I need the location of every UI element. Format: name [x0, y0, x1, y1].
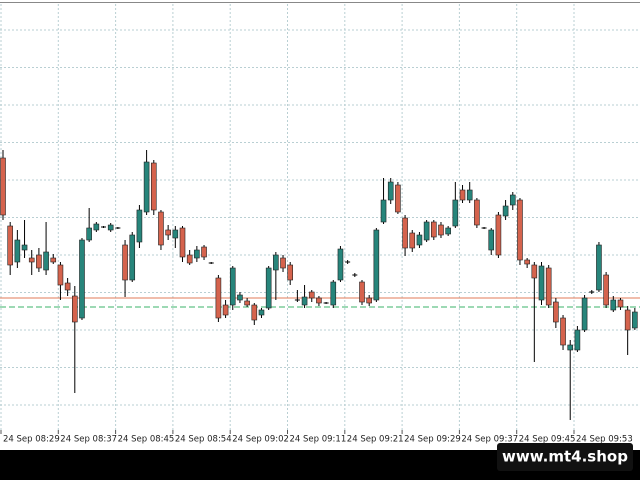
- candle-body: [466, 189, 473, 201]
- candle-body: [560, 317, 566, 346]
- candle-body: [215, 277, 222, 319]
- candle-body: [502, 205, 509, 217]
- candle-body: [251, 304, 258, 321]
- x-tick-label: 24 Sep 08:54: [175, 435, 232, 445]
- candle-body: [79, 239, 85, 319]
- candle-body: [237, 294, 243, 301]
- candle-body: [64, 282, 71, 291]
- x-tick-label: 24 Sep 08:37: [60, 435, 117, 445]
- candle-body: [21, 244, 28, 251]
- candle-body: [179, 227, 186, 258]
- candle-body: [395, 184, 401, 213]
- x-tick-label: 24 Sep 09:45: [519, 435, 576, 445]
- x-tick-label: 24 Sep 09:29: [404, 435, 461, 445]
- candle-body: [387, 181, 394, 201]
- candle-body: [495, 214, 502, 256]
- candle-body: [488, 229, 495, 251]
- candle-body: [150, 162, 157, 211]
- candle-body: [366, 297, 372, 304]
- candle-body: [222, 304, 229, 316]
- candle-body: [14, 239, 21, 263]
- candle-body: [423, 221, 430, 241]
- candle-body: [280, 257, 286, 269]
- candle-body: [107, 224, 114, 231]
- candle-body: [380, 199, 387, 223]
- candle-body: [229, 267, 236, 306]
- candle-body: [258, 309, 265, 316]
- candle-body: [409, 232, 416, 249]
- candle-body: [452, 199, 459, 227]
- candle-body: [567, 344, 574, 351]
- candle-body: [93, 223, 100, 231]
- candle-body: [330, 281, 337, 306]
- candle-body: [430, 221, 437, 238]
- candle-body: [459, 189, 466, 201]
- candle-body: [43, 251, 49, 271]
- candle-body: [438, 224, 444, 236]
- x-tick-label: 24 Sep 09:02: [232, 435, 289, 445]
- candle-body: [50, 257, 57, 263]
- candle-body: [632, 311, 638, 329]
- candle-body: [596, 244, 602, 291]
- candle-body: [194, 249, 200, 259]
- candle-body: [301, 296, 308, 306]
- candle-body: [7, 225, 13, 266]
- x-tick-label: 24 Sep 09:53: [576, 435, 633, 445]
- candle-body: [524, 259, 530, 265]
- candle-body: [143, 161, 150, 213]
- candle-body: [36, 254, 42, 269]
- candle-body: [72, 295, 78, 323]
- candle-body: [201, 246, 207, 258]
- candle-body: [273, 254, 279, 271]
- candle-body: [474, 199, 480, 226]
- x-tick-label: 24 Sep 09:37: [461, 435, 518, 445]
- grid: [0, 4, 640, 434]
- x-tick-label: 24 Sep 09:21: [347, 435, 404, 445]
- candle-body: [509, 194, 516, 206]
- candle-body: [129, 234, 136, 281]
- candle-body: [308, 291, 315, 299]
- candle-body: [359, 281, 365, 303]
- candle-body: [28, 257, 35, 263]
- candle-body: [445, 227, 451, 235]
- candle-body: [57, 264, 64, 286]
- candle-body: [186, 254, 193, 264]
- watermark: www.mt4.shop: [502, 448, 628, 466]
- candle-body: [517, 199, 523, 261]
- watermark-box: [497, 443, 633, 471]
- candle-body: [617, 299, 624, 308]
- candle-body: [0, 157, 6, 216]
- candle-body: [538, 265, 545, 301]
- candle-body: [624, 309, 631, 331]
- candle-body: [581, 297, 588, 331]
- candle-body: [158, 211, 164, 246]
- x-tick-label: 24 Sep 08:29: [3, 435, 60, 445]
- candle-body: [122, 244, 128, 281]
- candle-body: [86, 227, 92, 241]
- candle-body: [545, 267, 552, 306]
- candle-body: [165, 229, 171, 236]
- x-tick-label: 24 Sep 09:11: [290, 435, 347, 445]
- candle-body: [287, 264, 294, 281]
- candles: [0, 150, 640, 420]
- candle-body: [373, 229, 380, 301]
- candle-body: [610, 299, 617, 311]
- candle-body: [416, 234, 423, 246]
- candle-body: [553, 301, 559, 323]
- candle-body: [402, 217, 408, 249]
- candle-body: [136, 209, 143, 243]
- candle-body: [337, 248, 344, 281]
- candle-body: [603, 274, 609, 306]
- candle-body: [316, 297, 322, 304]
- candle-body: [172, 229, 179, 239]
- candle-body: [265, 267, 272, 309]
- plot-background: [0, 0, 640, 450]
- candle-body: [531, 264, 538, 279]
- candle-body: [574, 329, 581, 351]
- x-tick-label: 24 Sep 08:45: [118, 435, 175, 445]
- candle-body: [244, 300, 250, 306]
